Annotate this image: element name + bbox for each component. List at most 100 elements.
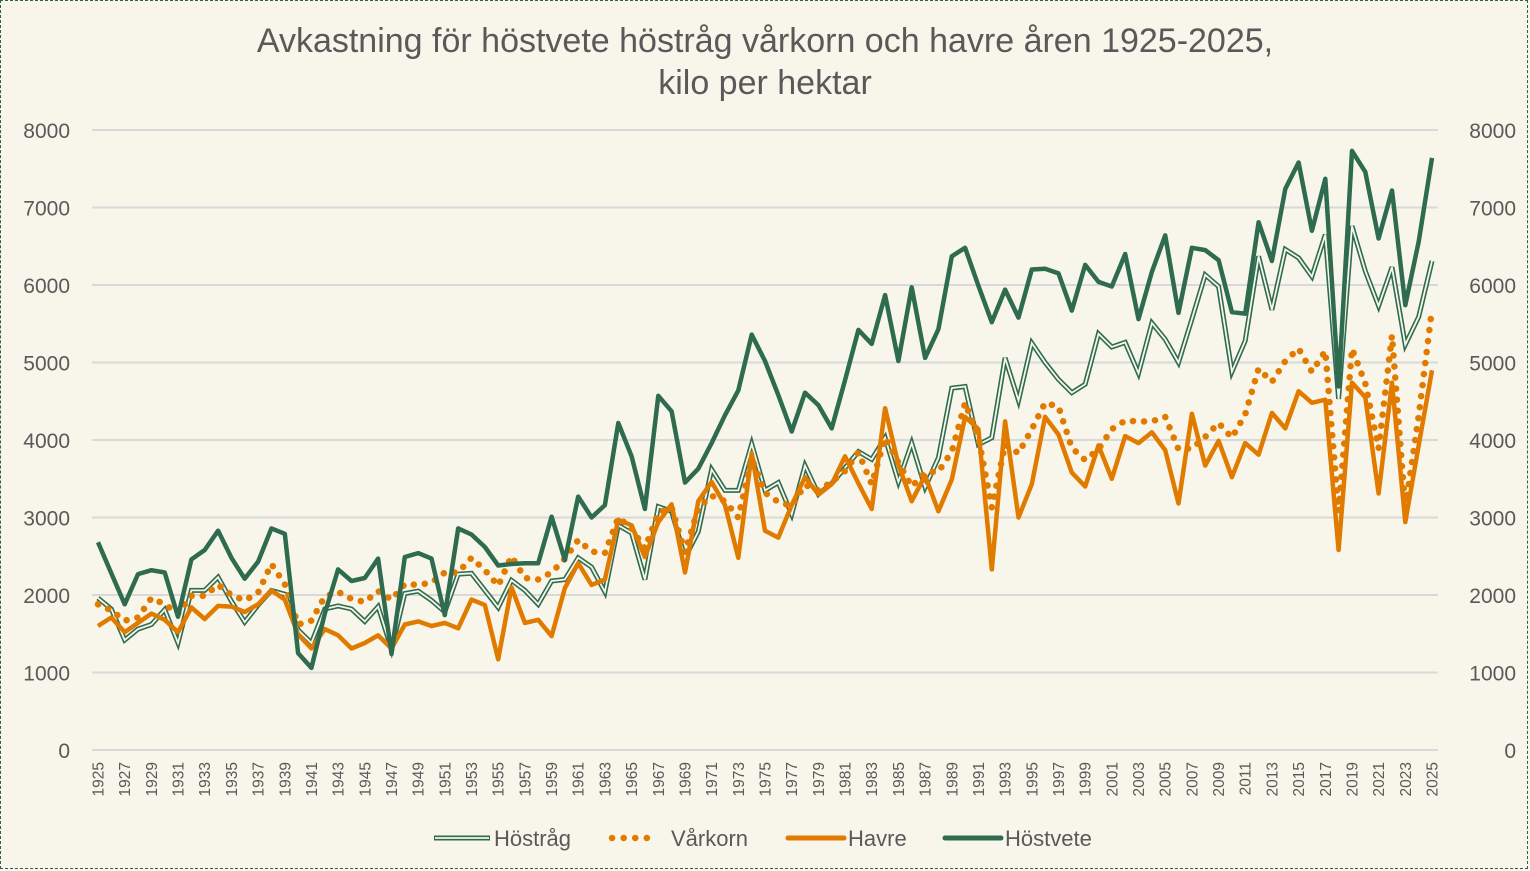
data-point-varkorn [1016, 451, 1021, 456]
data-point-havre [976, 427, 981, 432]
x-tick-label: 1965 [624, 762, 641, 796]
data-point-hostrag [149, 622, 154, 627]
y-tick-label-left: 8000 [23, 120, 70, 143]
data-point-hostrag [1163, 337, 1168, 342]
data-point-havre [803, 475, 808, 480]
data-point-havre [696, 499, 701, 504]
data-point-varkorn [1109, 427, 1114, 432]
data-point-hostrag [1389, 265, 1394, 270]
x-tick-label: 1977 [784, 762, 801, 796]
y-tick-label-right: 1000 [1469, 663, 1516, 686]
data-point-havre [202, 617, 207, 622]
x-tick-label: 1949 [411, 762, 428, 796]
data-point-havre [642, 555, 647, 560]
data-point-havre [1336, 548, 1341, 553]
data-point-havre [282, 597, 287, 602]
data-point-varkorn [1203, 434, 1208, 439]
data-point-hostvete [229, 555, 234, 560]
data-point-havre [1043, 414, 1048, 419]
x-tick-label: 2017 [1318, 762, 1335, 796]
data-point-hostvete [669, 409, 674, 414]
data-point-hostrag [402, 591, 407, 596]
data-point-hostvete [682, 480, 687, 485]
x-tick-label: 2003 [1131, 762, 1148, 796]
legend-item-hostrag: Höstråg [434, 826, 571, 851]
data-point-hostvete [629, 454, 634, 459]
data-point-varkorn [949, 449, 954, 454]
data-point-hostvete [856, 327, 861, 332]
data-point-havre [1109, 476, 1114, 481]
data-point-varkorn [149, 596, 154, 601]
data-point-hostrag [509, 578, 514, 583]
x-tick-label: 1953 [464, 762, 481, 796]
x-tick-label: 1963 [597, 762, 614, 796]
chart-subtitle: kilo per hektar [658, 64, 872, 102]
data-point-hostvete [602, 503, 607, 508]
data-point-havre [829, 482, 834, 487]
data-point-hostrag [1123, 340, 1128, 345]
data-point-havre [1029, 482, 1034, 487]
data-point-hostvete [803, 390, 808, 395]
data-point-hostrag [1056, 377, 1061, 382]
data-point-havre [1403, 520, 1408, 525]
x-tick-label: 1981 [838, 762, 855, 796]
y-tick-label-left: 2000 [23, 585, 70, 608]
data-point-hostvete [122, 602, 127, 607]
x-tick-label: 2001 [1104, 762, 1121, 796]
data-point-varkorn [1430, 307, 1435, 312]
data-point-hostrag [1229, 369, 1234, 374]
data-point-hostrag [602, 589, 607, 594]
y-tick-label-left: 3000 [23, 508, 70, 531]
data-point-havre [909, 499, 914, 504]
x-tick-label: 2013 [1264, 762, 1281, 796]
y-tick-label-left: 6000 [23, 275, 70, 298]
y-tick-label-right: 3000 [1469, 508, 1516, 531]
data-point-hostrag [1376, 303, 1381, 308]
data-point-varkorn [1176, 447, 1181, 452]
data-point-hostvete [282, 531, 287, 536]
data-point-hostvete [509, 562, 514, 567]
data-point-havre [1229, 475, 1234, 480]
data-point-havre [896, 462, 901, 467]
y-tick-label-right: 8000 [1469, 120, 1516, 143]
data-point-hostvete [896, 358, 901, 363]
data-point-havre [482, 603, 487, 608]
data-point-varkorn [1269, 379, 1274, 384]
data-point-havre [96, 624, 101, 629]
data-point-hostrag [1016, 398, 1021, 403]
data-point-hostvete [1056, 271, 1061, 276]
data-point-varkorn [256, 590, 261, 595]
x-tick-label: 1957 [517, 762, 534, 796]
y-tick-label-right: 7000 [1469, 198, 1516, 221]
x-tick-label: 1999 [1078, 762, 1095, 796]
data-point-varkorn [909, 484, 914, 489]
data-point-havre [562, 586, 567, 591]
x-tick-label: 1927 [117, 762, 134, 796]
data-point-hostvete [589, 515, 594, 520]
data-point-havre [336, 633, 341, 638]
x-tick-label: 1935 [224, 762, 241, 796]
x-tick-label: 1925 [91, 762, 108, 796]
legend-label: Höstvete [1005, 826, 1092, 851]
data-point-hostvete [1003, 287, 1008, 292]
data-point-hostvete [1363, 169, 1368, 174]
data-point-hostrag [963, 384, 968, 389]
data-point-hostrag [1149, 320, 1154, 325]
data-point-varkorn [1136, 419, 1141, 424]
data-point-havre [923, 473, 928, 478]
data-point-hostrag [1003, 355, 1008, 360]
x-tick-label: 1995 [1024, 762, 1041, 796]
data-point-hostvete [562, 558, 567, 563]
data-point-varkorn [1296, 346, 1301, 351]
data-point-hostrag [656, 504, 661, 509]
data-point-hostvete [1349, 148, 1354, 153]
data-point-hostvete [976, 283, 981, 288]
x-tick-label: 2021 [1371, 762, 1388, 796]
data-point-hostrag [1336, 396, 1341, 401]
x-tick-label: 1931 [171, 762, 188, 796]
data-point-havre [1003, 419, 1008, 424]
x-tick-label: 1959 [544, 762, 561, 796]
data-point-hostrag [216, 575, 221, 580]
data-point-hostvete [1203, 248, 1208, 253]
data-point-hostrag [1109, 345, 1114, 350]
